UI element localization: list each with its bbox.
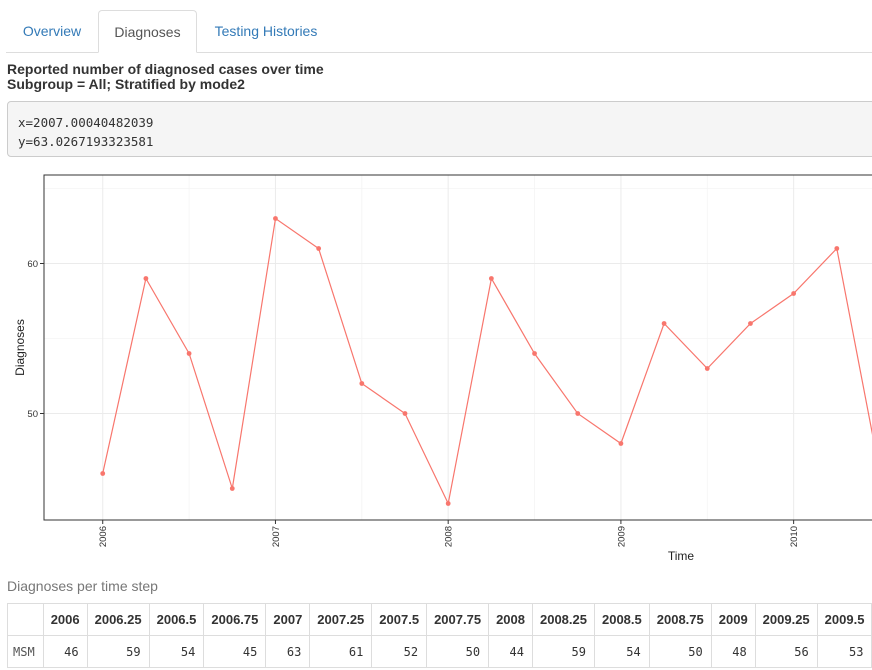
table-row-label: MSM — [7, 635, 44, 668]
plot-heading: Reported number of diagnosed cases over … — [7, 62, 324, 92]
data-point[interactable] — [748, 321, 753, 326]
data-point[interactable] — [316, 246, 322, 251]
diagnoses-table-wrapper: 2006 2006.25 2006.5 2006.75 2007 2007.25 2007.… — [7, 603, 872, 668]
y-tick-label: 50 — [27, 409, 38, 420]
tab-testing-histories[interactable]: Testing Histories — [214, 23, 318, 39]
data-point[interactable] — [791, 291, 797, 296]
diagnoses-table: 2006 2006.25 2006.5 2006.75 2007 2007.25 2007.… — [7, 603, 872, 668]
x-tick-label: 2008 — [444, 526, 455, 547]
table-cell: 63 — [265, 635, 311, 668]
tab-bar: Overview Diagnoses Testing Histories — [6, 10, 872, 53]
table-title: Diagnoses per time step — [7, 578, 158, 594]
y-tick-label: 60 — [27, 259, 38, 270]
table-column-header: 2009.5 — [816, 603, 872, 636]
table-column-header: 2006.75 — [203, 603, 267, 636]
plot-heading-line1: Reported number of diagnosed cases over … — [7, 61, 324, 77]
data-point[interactable] — [229, 486, 235, 491]
table-column-header: 2008.5 — [593, 603, 650, 636]
table-header-row-label — [7, 603, 44, 636]
data-point[interactable] — [273, 216, 278, 221]
table-body: MSM 46 59 54 45 63 61 52 50 44 59 54 50 48 56 53 — [7, 635, 872, 668]
table-column-header: 2009 — [710, 603, 756, 636]
table-cell: 59 — [86, 635, 150, 668]
y-axis-label: Diagnoses — [13, 319, 27, 376]
table-column-header: 2007.5 — [371, 603, 428, 636]
table-cell: 54 — [148, 635, 205, 668]
data-point[interactable] — [575, 411, 581, 416]
table-cell: 48 — [710, 635, 756, 668]
table-cell: 59 — [531, 635, 595, 668]
table-column-header: 2007.75 — [426, 603, 490, 636]
data-point[interactable] — [100, 471, 106, 476]
data-point[interactable] — [834, 246, 840, 251]
data-point[interactable] — [488, 276, 494, 281]
table-cell: 46 — [42, 635, 88, 668]
table-header-row: 2006 2006.25 2006.5 2006.75 2007 2007.25 2007.… — [7, 603, 872, 636]
table-column-header: 2007.25 — [309, 603, 373, 636]
table-cell: 52 — [371, 635, 428, 668]
table-cell: 44 — [488, 635, 533, 668]
plot-heading-line2: Subgroup = All; Stratified by mode2 — [7, 76, 245, 92]
hover-readout-x: x=2007.00040482039 — [18, 115, 154, 130]
table-cell: 56 — [754, 635, 818, 668]
series-group — [100, 216, 872, 506]
table-column-header: 2006.25 — [86, 603, 150, 636]
table-column-header: 2008.75 — [648, 603, 712, 636]
x-axis-label: Time — [668, 549, 695, 563]
data-point[interactable] — [445, 501, 451, 506]
data-point[interactable] — [359, 381, 365, 386]
data-point[interactable] — [532, 351, 537, 356]
table-cell: 50 — [648, 635, 712, 668]
plot-border — [43, 174, 872, 521]
table-column-header: 2008.25 — [531, 603, 595, 636]
x-tick-label: 2009 — [616, 526, 627, 547]
table-row: MSM 46 59 54 45 63 61 52 50 44 59 54 50 48 56 53 — [7, 635, 872, 668]
hover-readout-y: y=63.0267193323581 — [18, 134, 154, 149]
data-point[interactable] — [143, 276, 149, 281]
table-column-header: 2006.5 — [148, 603, 205, 636]
table-cell: 53 — [816, 635, 872, 668]
data-point[interactable] — [704, 366, 710, 371]
table-column-header: 2009.25 — [754, 603, 818, 636]
x-tick-label: 2007 — [271, 526, 282, 547]
data-point[interactable] — [661, 321, 667, 326]
plot-panel — [44, 175, 872, 520]
x-tick-label: 2010 — [789, 526, 800, 547]
table-cell: 50 — [426, 635, 490, 668]
table-cell: 54 — [593, 635, 650, 668]
table-column-header: 2007 — [265, 603, 311, 636]
data-point[interactable] — [402, 411, 408, 416]
data-point[interactable] — [186, 351, 192, 356]
table-cell: 45 — [203, 635, 267, 668]
diagnoses-plot[interactable]: 50 60 2006 2007 2008 2009 2010 Time Diagnoses — [0, 165, 872, 575]
hover-readout: x=2007.00040482039 y=63.0267193323581 — [7, 101, 872, 157]
data-point[interactable] — [618, 441, 624, 446]
table-column-header: 2006 — [42, 603, 88, 636]
tab-overview[interactable]: Overview — [22, 23, 82, 39]
tab-diagnoses[interactable]: Diagnoses — [98, 10, 197, 53]
table-column-header: 2008 — [488, 603, 533, 636]
table-cell: 61 — [309, 635, 373, 668]
x-tick-label: 2006 — [98, 526, 109, 547]
